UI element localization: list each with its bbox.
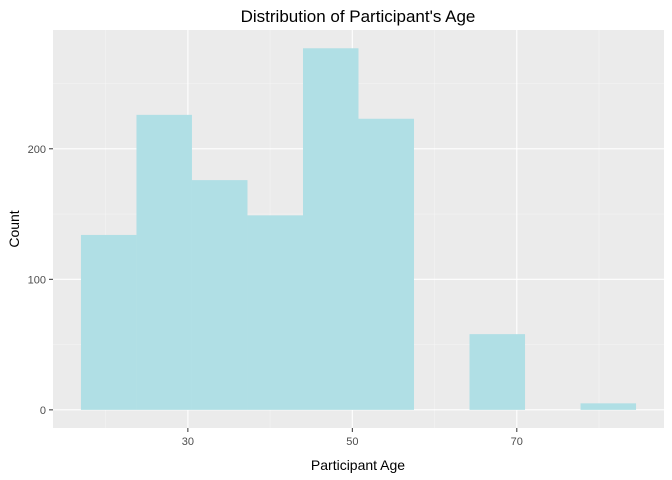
histogram-bar [302, 48, 359, 410]
y-tick-label: 200 [28, 144, 46, 156]
histogram-bar [580, 403, 637, 410]
histogram-bars [80, 48, 637, 410]
y-axis-ticks: 0 100 200 [28, 144, 53, 417]
histogram-bar [191, 180, 248, 410]
y-tick-label: 100 [28, 274, 46, 286]
histogram-bar [136, 114, 192, 410]
x-tick-label: 30 [182, 436, 194, 448]
histogram-bar [358, 118, 415, 410]
histogram-bar [469, 334, 526, 410]
histogram-bar [80, 234, 137, 410]
x-axis-label: Participant Age [311, 457, 405, 473]
y-axis-label: Count [6, 210, 22, 247]
histogram-bar [247, 215, 303, 410]
x-tick-label: 50 [346, 436, 358, 448]
x-tick-label: 70 [511, 436, 523, 448]
y-tick-label: 0 [40, 405, 46, 417]
x-axis-ticks: 30 50 70 [182, 428, 523, 448]
chart-title: Distribution of Participant's Age [241, 7, 476, 26]
